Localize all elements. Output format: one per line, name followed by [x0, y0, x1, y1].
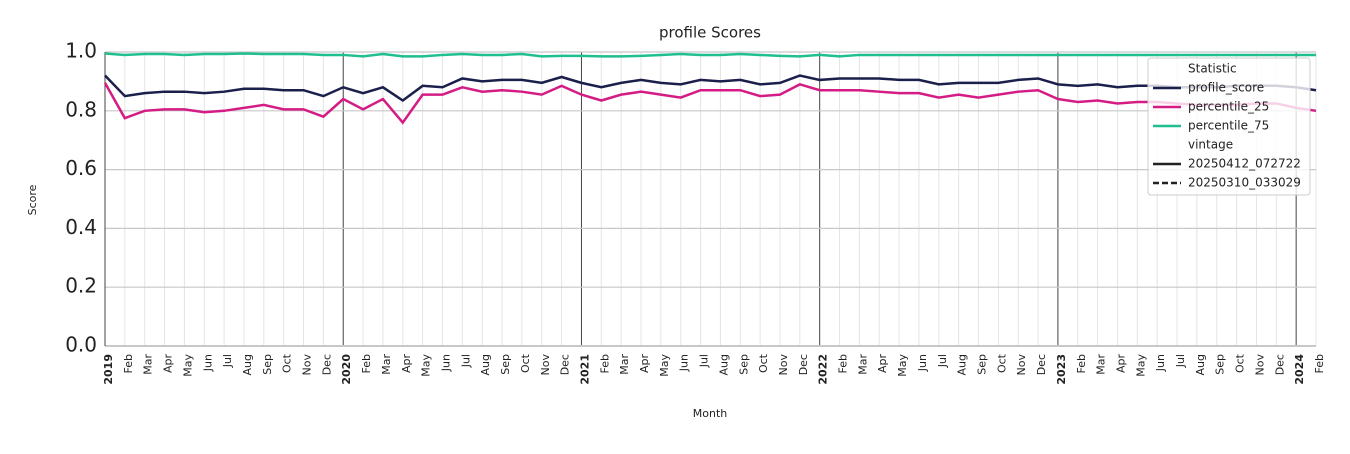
- series-line: [104, 52, 1316, 58]
- x-tick-label: 2023: [1055, 354, 1068, 385]
- y-tick-label: 0.0: [65, 333, 97, 357]
- legend-box: [1147, 57, 1311, 196]
- x-tick-label: Jun: [916, 354, 929, 372]
- x-tick-label: Feb: [1313, 354, 1326, 373]
- x-tick-label: May: [658, 354, 671, 377]
- x-tick-label: Apr: [400, 354, 413, 374]
- x-tick-label: Dec: [559, 354, 572, 375]
- x-tick-label: Mar: [1095, 354, 1108, 375]
- x-tick-label: Nov: [1253, 354, 1266, 376]
- chart-title: profile Scores: [659, 24, 761, 42]
- x-tick-label: Dec: [797, 354, 810, 375]
- x-tick-label: Dec: [1273, 354, 1286, 375]
- x-tick-label: Sep: [976, 354, 989, 375]
- x-tick-label: Sep: [499, 354, 512, 375]
- y-tick-label: 1.0: [65, 39, 97, 63]
- x-tick-label: Oct: [519, 353, 532, 373]
- x-tick-label: Apr: [638, 354, 651, 374]
- y-axis-label: Score: [26, 184, 39, 215]
- x-tick-label: Aug: [956, 354, 969, 375]
- y-tick-label: 0.6: [65, 156, 97, 180]
- x-tick-label: Feb: [598, 354, 611, 373]
- x-tick-label: Feb: [1075, 354, 1088, 373]
- x-tick-label: Aug: [479, 354, 492, 375]
- x-tick-label: 2020: [340, 354, 353, 385]
- x-tick-label: Feb: [837, 354, 850, 373]
- x-tick-label: Nov: [1015, 354, 1028, 376]
- x-tick-label: Apr: [162, 354, 175, 374]
- x-tick-label: Oct: [1234, 353, 1247, 373]
- x-tick-label: Oct: [757, 353, 770, 373]
- legend-label: profile_score: [1188, 81, 1264, 95]
- legend-label: 20250310_033029: [1188, 176, 1301, 190]
- x-tick-label: Jun: [439, 354, 452, 372]
- x-tick-label: Mar: [856, 354, 869, 375]
- x-tick-label: Aug: [717, 354, 730, 375]
- x-tick-label: Nov: [777, 354, 790, 376]
- x-tick-label: Feb: [122, 354, 135, 373]
- x-tick-label: Dec: [1035, 354, 1048, 375]
- x-tick-label: Nov: [539, 354, 552, 376]
- x-tick-label: Jul: [221, 354, 234, 368]
- x-tick-label: Oct: [281, 353, 294, 373]
- series-line: [104, 74, 1317, 103]
- x-tick-label: Sep: [261, 354, 274, 375]
- legend-title: Statistic: [1188, 62, 1237, 76]
- x-tick-label: Jul: [698, 354, 711, 368]
- x-tick-label: Oct: [995, 353, 1008, 373]
- x-tick-label: Sep: [1214, 354, 1227, 375]
- x-tick-label: Apr: [876, 354, 889, 374]
- x-tick-label: Apr: [1114, 354, 1127, 374]
- x-tick-label: Jul: [1174, 354, 1187, 368]
- x-tick-label: Mar: [618, 354, 631, 375]
- x-tick-label: Jun: [201, 354, 214, 372]
- x-tick-label: 2024: [1293, 354, 1306, 385]
- x-tick-label: Mar: [380, 354, 393, 375]
- x-tick-label: May: [420, 354, 433, 377]
- x-tick-label: May: [896, 354, 909, 377]
- x-tick-label: Sep: [737, 354, 750, 375]
- x-tick-label: May: [1134, 354, 1147, 377]
- x-tick-label: 2021: [578, 354, 591, 385]
- x-tick-label: Mar: [142, 354, 155, 375]
- x-tick-label: May: [181, 354, 194, 377]
- x-tick-label: Aug: [241, 354, 254, 375]
- series-line: [103, 82, 1317, 125]
- x-tick-label: Feb: [360, 354, 373, 373]
- legend-subtitle: vintage: [1188, 138, 1233, 152]
- x-tick-label: Jul: [459, 354, 472, 368]
- y-tick-label: 0.2: [65, 274, 97, 298]
- x-axis-label: Month: [693, 407, 728, 420]
- x-tick-label: 2022: [817, 354, 830, 385]
- x-tick-label: Nov: [301, 354, 314, 376]
- x-tick-label: Aug: [1194, 354, 1207, 375]
- x-tick-label: Dec: [320, 354, 333, 375]
- legend: Statistic profile_score percentile_25perce…: [1147, 57, 1311, 196]
- x-tick-label: Jun: [678, 354, 691, 372]
- x-tick-label: 2019: [102, 354, 115, 385]
- x-tick-label: Jul: [936, 354, 949, 368]
- y-tick-label: 0.8: [65, 97, 97, 121]
- legend-label: percentile_25: [1188, 100, 1269, 114]
- y-tick-label: 0.4: [65, 215, 97, 239]
- x-tick-label: Jun: [1154, 354, 1167, 372]
- legend-label: 20250412_072722: [1188, 157, 1301, 171]
- legend-label: percentile_75: [1188, 119, 1269, 133]
